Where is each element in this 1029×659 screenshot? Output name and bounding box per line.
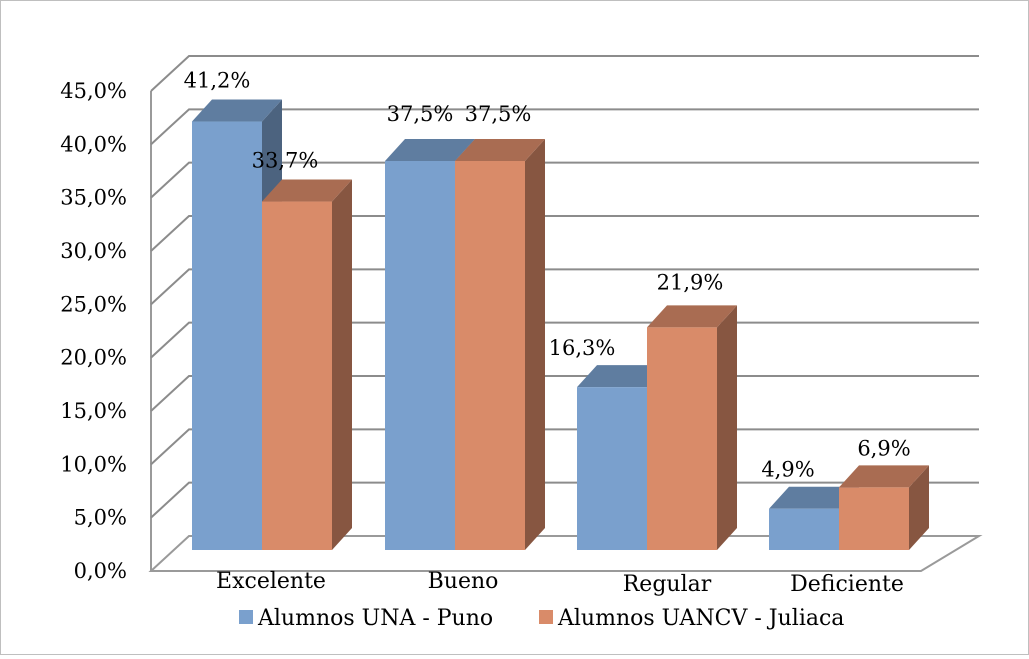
data-label: 37,5% — [387, 102, 454, 126]
bar-front — [385, 161, 455, 550]
legend-label: Alumnos UNA - Puno — [257, 606, 493, 631]
bar-uancv-regular — [647, 305, 737, 550]
gridline — [150, 215, 979, 252]
data-label: 6,9% — [857, 436, 910, 460]
bars — [192, 99, 929, 551]
y-tick-label: 35,0% — [60, 186, 127, 210]
bar-front — [839, 487, 909, 550]
y-tick-label: 25,0% — [60, 292, 127, 316]
x-tick-label: Deficiente — [790, 572, 904, 597]
bar-side — [909, 465, 929, 550]
bar-una-deficiente — [769, 486, 859, 550]
bar-uancv-bueno — [455, 139, 545, 550]
bar-top — [385, 139, 475, 161]
bar-front — [769, 508, 839, 550]
legend-swatch — [239, 610, 253, 624]
data-label: 37,5% — [465, 102, 532, 126]
data-label: 21,9% — [657, 270, 724, 294]
gridline — [150, 108, 979, 146]
gridlines — [150, 55, 979, 519]
legend-label: Alumnos UANCV - Juliaca — [557, 606, 844, 631]
legend-swatch — [539, 610, 553, 624]
bar-uancv-deficiente — [839, 465, 929, 550]
legend-item: Alumnos UANCV - Juliaca — [539, 606, 844, 631]
gridline — [150, 268, 979, 306]
data-label: 16,3% — [549, 336, 616, 360]
data-labels: 41,2% 33,7% 37,5% 37,5% 16,3% 21,9% 4,9% 6,9% — [184, 69, 911, 482]
data-label: 33,7% — [252, 149, 319, 173]
legend-item: Alumnos UNA - Puno — [239, 606, 493, 631]
x-tick-label: Regular — [623, 572, 712, 597]
bar-top — [647, 305, 737, 328]
y-tick-label: 15,0% — [60, 399, 127, 423]
y-tick-label: 20,0% — [60, 346, 127, 370]
bar-front — [647, 327, 717, 550]
bar-front — [192, 121, 262, 551]
data-label: 41,2% — [184, 69, 251, 93]
bar-top — [262, 179, 352, 202]
bar-top — [192, 99, 282, 122]
bar-side — [717, 305, 737, 550]
bar-side — [332, 179, 352, 551]
bar-top — [577, 365, 667, 388]
bar-top — [769, 486, 859, 509]
x-tick-label: Bueno — [428, 569, 499, 594]
y-tick-label: 45,0% — [60, 79, 127, 103]
legend: Alumnos UNA - Puno Alumnos UANCV - Juliac… — [239, 606, 844, 631]
bar-side — [525, 139, 545, 550]
bar-top — [455, 139, 545, 161]
gridline — [150, 55, 979, 92]
x-axis-ticks: Excelente Bueno Regular Deficiente — [216, 569, 904, 597]
y-tick-label: 30,0% — [60, 239, 127, 263]
y-tick-label: 5,0% — [74, 506, 127, 530]
gridline — [150, 161, 979, 199]
y-tick-label: 10,0% — [60, 452, 127, 476]
data-label: 4,9% — [761, 458, 814, 482]
y-tick-label: 40,0% — [60, 132, 127, 156]
y-tick-label: 0,0% — [74, 559, 127, 583]
bar-front — [577, 387, 647, 550]
bar-uancv-excelente — [262, 179, 352, 551]
x-tick-label: Excelente — [216, 569, 326, 594]
y-axis-ticks: 0,0% 5,0% 10,0% 15,0% 20,0% 25,0% 30,0% 35,0% 40… — [60, 79, 127, 583]
bar-front — [455, 161, 525, 550]
bar-front — [262, 201, 332, 551]
bar-top — [839, 465, 929, 488]
